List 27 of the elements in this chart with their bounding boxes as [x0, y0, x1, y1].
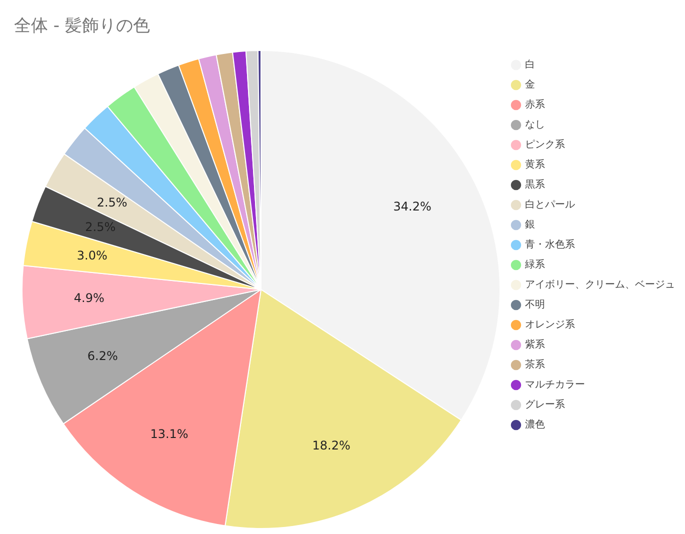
legend-label: オレンジ系: [525, 318, 575, 331]
legend-label: 黄系: [525, 158, 545, 171]
legend-label: 不明: [525, 300, 545, 311]
legend-label: 黒系: [525, 178, 545, 191]
legend-label: 銀: [525, 220, 535, 231]
data-label: 34.2%: [393, 200, 432, 214]
legend-label: 赤系: [525, 98, 545, 111]
data-label: 13.1%: [150, 427, 188, 442]
legend-label: なし: [525, 120, 545, 131]
data-label: 2.5%: [96, 195, 128, 210]
legend-label: 緑系: [524, 258, 545, 271]
legend-label: 青・水色系: [525, 238, 575, 251]
legend-label: 白: [525, 58, 535, 71]
legend-label: 金: [525, 78, 535, 91]
legend-label: アイボリー、クリーム、ベージュ: [525, 280, 675, 291]
data-label: 18.2%: [312, 438, 350, 453]
legend-label: 茶系: [525, 358, 545, 371]
data-label: 4.9%: [74, 290, 104, 305]
data-label: 3.0%: [76, 248, 108, 262]
legend-label: 濃色: [525, 418, 545, 431]
legend-label: 白とパール: [525, 198, 575, 211]
legend-label: ピンク系: [525, 138, 565, 151]
legend-label: グレー系: [525, 398, 565, 411]
data-label: 6.2%: [87, 348, 118, 363]
chart-title: 全体 - 髪飾りの色: [14, 15, 150, 37]
legend-label: マルチカラー: [525, 380, 585, 391]
legend-label: 紫系: [525, 338, 545, 351]
